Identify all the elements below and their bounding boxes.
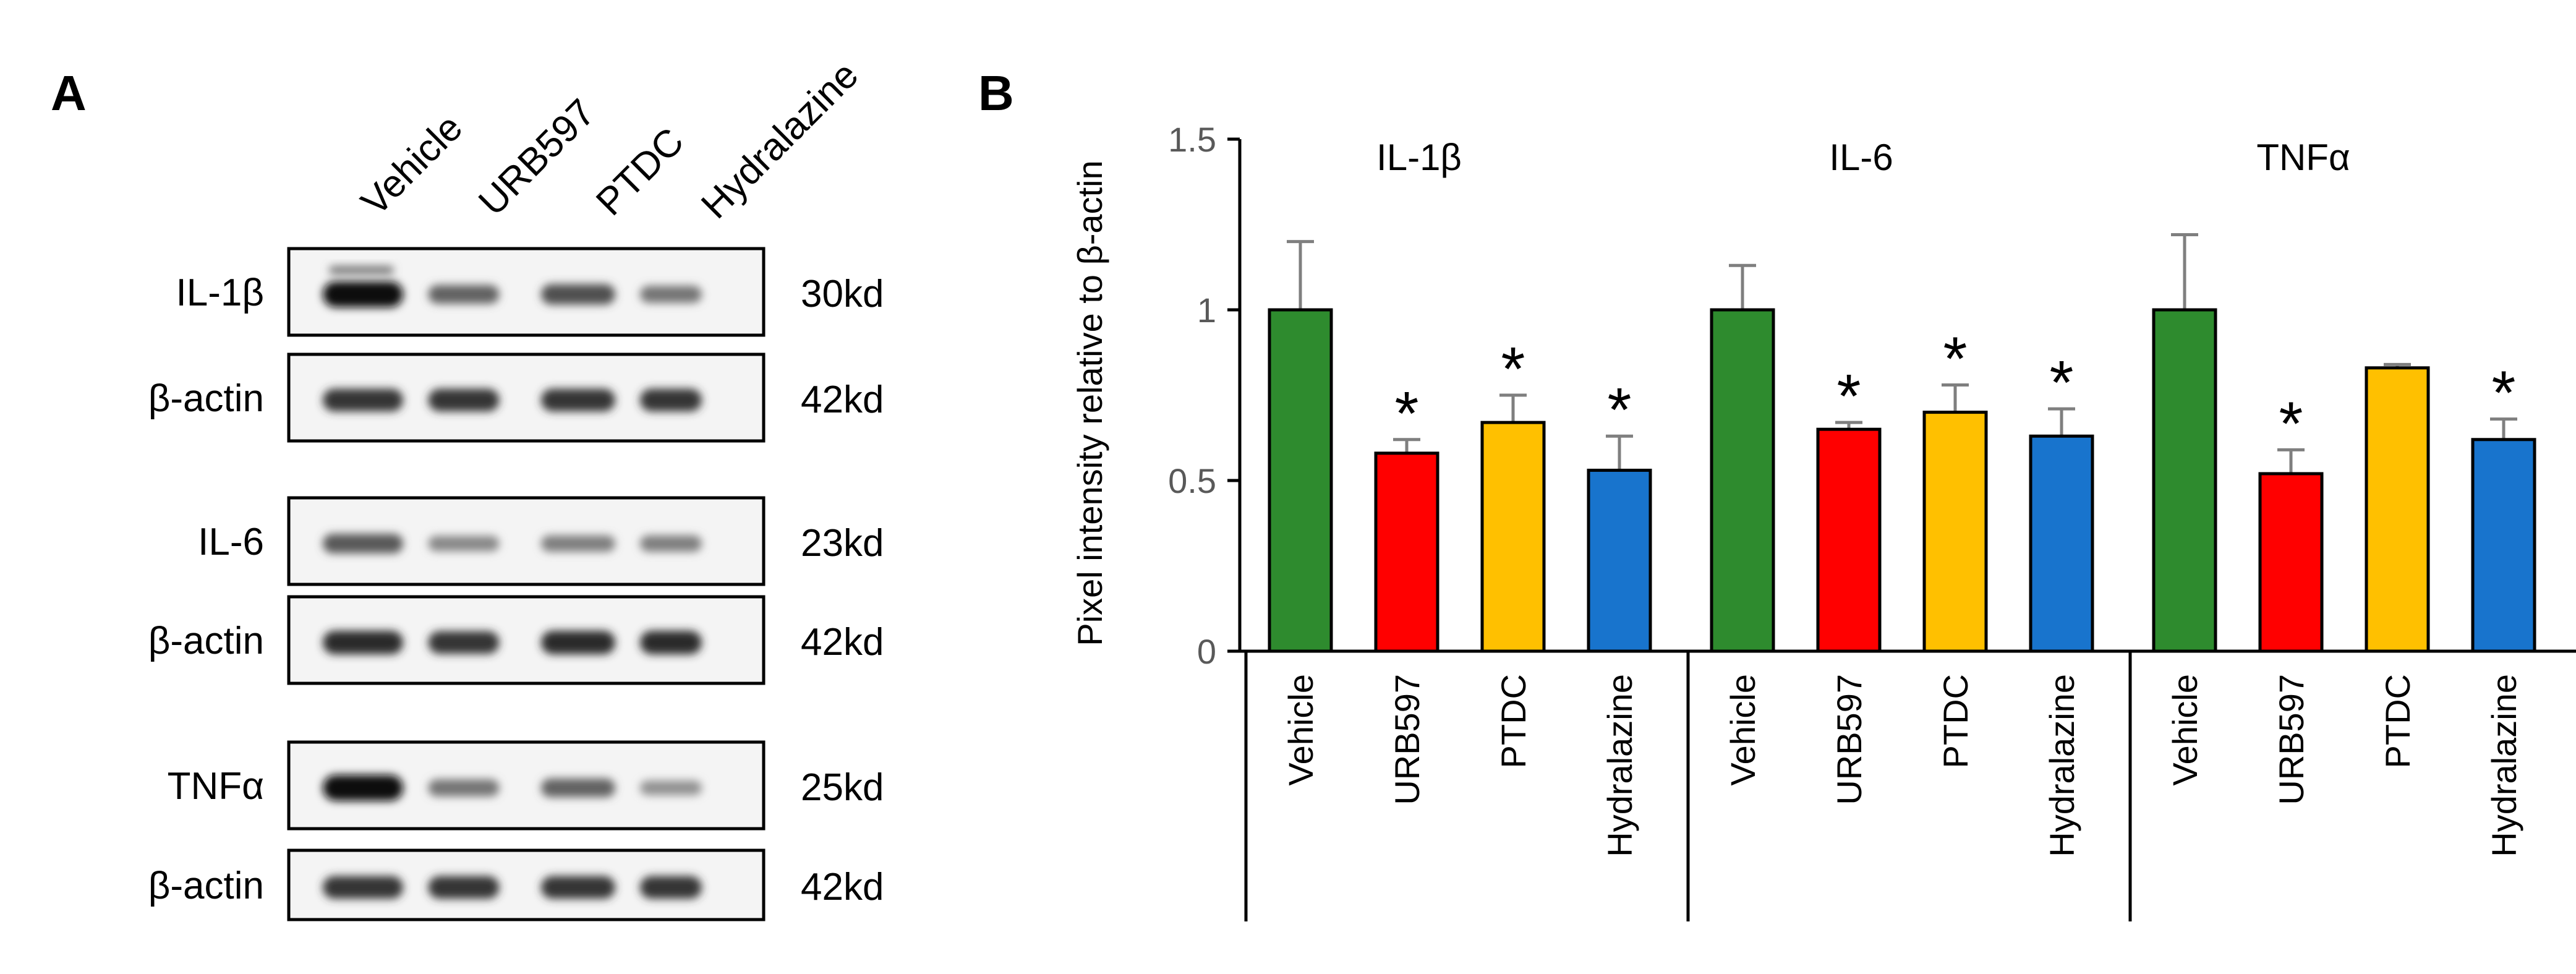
category-label: URB597 — [2272, 674, 2311, 805]
blot-band — [428, 388, 500, 412]
category-label: Vehicle — [1723, 674, 1762, 786]
significance-marker: * — [1943, 324, 1968, 393]
blot-band — [323, 281, 403, 307]
blot-band-upper — [329, 266, 394, 275]
blot-protein-label: TNFα — [168, 765, 264, 808]
blot-band — [323, 876, 403, 899]
blot-size-label: 42kd — [801, 866, 884, 908]
blot-band — [541, 284, 615, 305]
blot-row-beta-actin: β-actin 42kd — [148, 595, 884, 685]
blot-band — [640, 630, 702, 655]
bar-tnfalpha-urb597 — [2258, 472, 2324, 653]
blot-band — [640, 388, 702, 412]
blot-band — [428, 779, 500, 797]
blot-protein-label: IL-6 — [198, 521, 264, 563]
blot-row-tnfalpha: TNFα 25kd — [168, 740, 884, 831]
blot-size-label: 25kd — [801, 766, 884, 809]
significance-marker: * — [1608, 375, 1632, 445]
significance-marker: * — [2050, 348, 2074, 417]
blot-protein-label: β-actin — [148, 377, 264, 420]
blot-band — [640, 780, 702, 795]
lane-label-vehicle: Vehicle — [353, 106, 471, 224]
blot-protein-label: β-actin — [148, 865, 264, 907]
bar-il-6-hydralazine — [2029, 434, 2094, 653]
blot-row-il-1beta: IL-1β 30kd — [176, 247, 884, 337]
blot-row-il-6: IL-6 23kd — [198, 496, 884, 586]
blot-protein-label: β-actin — [148, 620, 264, 662]
blot-band — [428, 284, 500, 304]
category-label: URB597 — [1830, 674, 1869, 805]
blot-band — [428, 876, 500, 899]
bar-il-6-ptdc — [1922, 411, 1988, 653]
blot-band — [640, 286, 702, 303]
blot-band — [428, 536, 500, 552]
blot-band — [541, 630, 615, 655]
panel-a-label: A — [51, 66, 87, 121]
significance-marker: * — [1395, 379, 1419, 448]
group-title: IL-6 — [1829, 137, 1893, 178]
blot-row-beta-actin: β-actin 42kd — [148, 848, 884, 921]
chart-plot-area: 0 0.5 1 1.5 IL-1β Vehicle * URB597 * PTDC * Hydrala… — [1168, 120, 2576, 921]
blot-band — [323, 775, 403, 801]
category-label: Vehicle — [1281, 674, 1320, 786]
bar-tnfalpha-vehicle — [2152, 308, 2217, 653]
significance-marker: * — [2492, 359, 2516, 428]
y-axis-title: Pixel intensity relative to β-actin — [1070, 160, 1109, 646]
group-title: TNFα — [2256, 137, 2350, 178]
y-tick-label: 1 — [1197, 291, 1216, 330]
bar-il-1beta-vehicle — [1268, 308, 1333, 653]
panel-a-western-blots: A Vehicle URB597 PTDC Hydralazine IL-1β 3… — [51, 54, 884, 921]
lane-label-ptdc: PTDC — [588, 120, 692, 224]
category-label: PTDC — [2378, 674, 2417, 768]
significance-marker: * — [2279, 389, 2303, 458]
y-tick-label: 1.5 — [1168, 120, 1216, 159]
significance-marker: * — [1837, 362, 1861, 431]
blot-band — [323, 388, 403, 412]
bar-group-il-1beta: IL-1β Vehicle * URB597 * PTDC * Hydralazine — [1268, 137, 1652, 857]
category-label: Hydralazine — [2042, 674, 2081, 857]
group-title: IL-1β — [1376, 137, 1462, 178]
category-label: Hydralazine — [1600, 674, 1639, 857]
blot-protein-label: IL-1β — [176, 271, 265, 314]
bar-tnfalpha-ptdc — [2365, 366, 2430, 653]
bar-il-6-vehicle — [1710, 308, 1775, 653]
blot-band — [323, 630, 403, 655]
blot-band — [640, 876, 702, 899]
lane-label-hydralazine: Hydralazine — [693, 54, 866, 227]
blot-size-label: 42kd — [801, 621, 884, 664]
category-label: Vehicle — [2165, 674, 2204, 786]
lane-label-urb597: URB597 — [471, 91, 603, 224]
bar-tnfalpha-hydralazine — [2471, 438, 2536, 653]
bar-il-1beta-hydralazine — [1587, 468, 1652, 653]
bar-il-1beta-urb597 — [1374, 451, 1439, 653]
bar-il-6-urb597 — [1816, 427, 1882, 653]
blot-band — [541, 876, 615, 899]
bar-il-1beta-ptdc — [1480, 421, 1546, 653]
blot-band — [541, 535, 615, 552]
panel-b-label: B — [978, 66, 1014, 121]
blot-band — [541, 778, 615, 798]
blot-band — [541, 388, 615, 412]
significance-marker: * — [1501, 335, 1525, 404]
bar-group-il-6: IL-6 Vehicle * URB597 * PTDC * Hydralazine — [1710, 137, 2094, 857]
y-tick-label: 0.5 — [1168, 461, 1216, 500]
blot-band — [640, 535, 702, 552]
category-label: URB597 — [1388, 674, 1427, 805]
bar-group-tnfalpha: TNFα Vehicle * URB597 PTDC * Hydralazine — [2152, 137, 2536, 857]
category-label: PTDC — [1936, 674, 1975, 768]
blot-size-label: 30kd — [801, 273, 884, 315]
blot-band — [428, 631, 500, 654]
blot-size-label: 23kd — [801, 522, 884, 565]
blot-rows: IL-1β 30kd β-actin 42kd IL-6 23kd β-actin 42kd T… — [148, 247, 884, 921]
blot-band — [323, 534, 403, 553]
y-tick-label: 0 — [1197, 632, 1216, 671]
panel-b-bar-chart: B Pixel intensity relative to β-actin 00… — [978, 66, 2576, 921]
category-label: Hydralazine — [2484, 674, 2523, 857]
category-label: PTDC — [1494, 674, 1533, 768]
blot-row-beta-actin: β-actin 42kd — [148, 352, 884, 443]
blot-size-label: 42kd — [801, 378, 884, 421]
